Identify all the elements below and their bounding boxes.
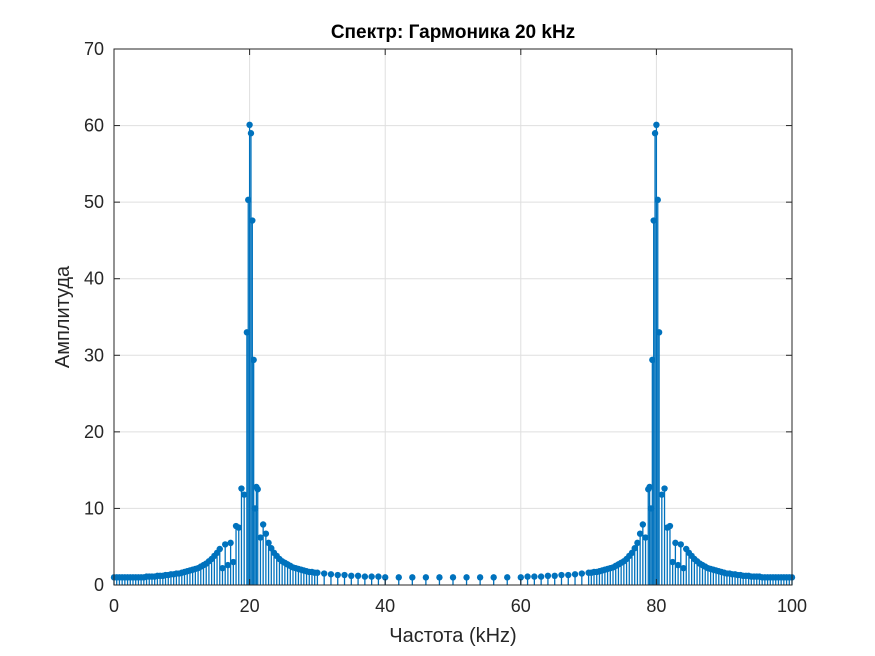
stem-marker [354,572,362,580]
chart-title: Спектр: Гармоника 20 kHz [331,22,575,43]
stem-marker [449,574,457,581]
stem-marker [230,558,237,566]
stem-marker [537,573,545,580]
y-tick-label: 30 [84,345,104,365]
stem-marker [666,522,674,530]
y-tick-label: 0 [94,575,104,595]
y-tick-label: 70 [84,39,104,59]
y-tick-label: 40 [84,269,104,289]
stem-marker [651,130,659,137]
stem-marker [314,569,321,576]
stem-marker [646,483,653,491]
grid [114,49,792,585]
stem-marker [672,539,679,547]
stem-marker [224,561,232,569]
stem-marker [653,121,660,129]
stem-marker [216,545,223,553]
stem-marker [409,574,416,581]
y-tick-label: 60 [84,116,104,136]
y-axis-label: Амплитуда [52,265,74,368]
stem-marker [655,329,663,336]
stem-marker [636,530,644,537]
stem-marker [422,574,430,581]
stem-marker [524,573,531,580]
axes-box [113,48,793,586]
stem-marker [517,574,524,581]
stem-marker [341,571,348,579]
y-tick-label: 10 [84,498,104,518]
stem-marker [551,572,558,580]
x-tick-label: 80 [646,596,666,616]
stem-marker [375,573,382,580]
stem-marker [531,573,538,580]
x-tick-label: 40 [375,596,395,616]
y-tick-label: 20 [84,422,104,442]
stem-marker [246,121,253,129]
stem-marker [348,572,355,580]
stem-marker [259,521,267,528]
stem-series [110,121,796,585]
stem-marker [320,570,328,577]
stem-marker [680,564,687,572]
stem-marker [504,574,511,581]
plot-area [114,49,792,585]
stem-marker [571,571,579,578]
stem-marker [642,534,649,541]
stem-marker [544,572,552,580]
stem-marker [240,491,248,498]
stem-marker [674,561,682,569]
stem-marker [219,564,226,572]
x-tick-label: 0 [109,596,119,616]
stem-marker [639,521,647,528]
stem-marker [669,558,676,566]
stem-marker [257,534,264,541]
stem-marker [463,574,470,581]
x-tick-label: 60 [511,596,531,616]
stem-marker [661,485,668,492]
stem-marker [247,130,255,137]
y-tick-label: 50 [84,192,104,212]
x-tick-label: 100 [777,596,807,616]
stem-marker [578,570,586,577]
stem-marker [634,539,641,547]
stem-marker [476,574,484,581]
stem-marker [227,539,234,547]
ticks: 0 20 40 60 80 100 0 10 20 30 40 50 60 70 [84,39,807,616]
stem-marker [658,491,666,498]
stem-marker [254,486,261,493]
stem-marker [265,539,272,547]
stem-marker [654,196,661,204]
stem-marker [436,574,443,581]
stem-marker [382,574,389,581]
stem-marker [395,574,402,581]
stem-marker [334,571,341,579]
stem-marker [262,530,270,537]
x-axis-label: Частота (kHz) [389,625,516,647]
stem-marker [558,571,565,579]
x-tick-label: 20 [240,596,260,616]
stem-marker [361,573,369,580]
stem-marker [249,217,256,224]
stem-marker [368,573,375,580]
stem-marker [221,541,229,548]
stem-marker [565,571,572,579]
stem-marker [235,524,242,531]
stem-marker [238,485,245,492]
stem-marker [490,574,497,581]
stem-marker [631,545,638,552]
stem-marker [327,571,335,578]
stem-marker [250,356,257,364]
stem-marker [677,541,685,548]
